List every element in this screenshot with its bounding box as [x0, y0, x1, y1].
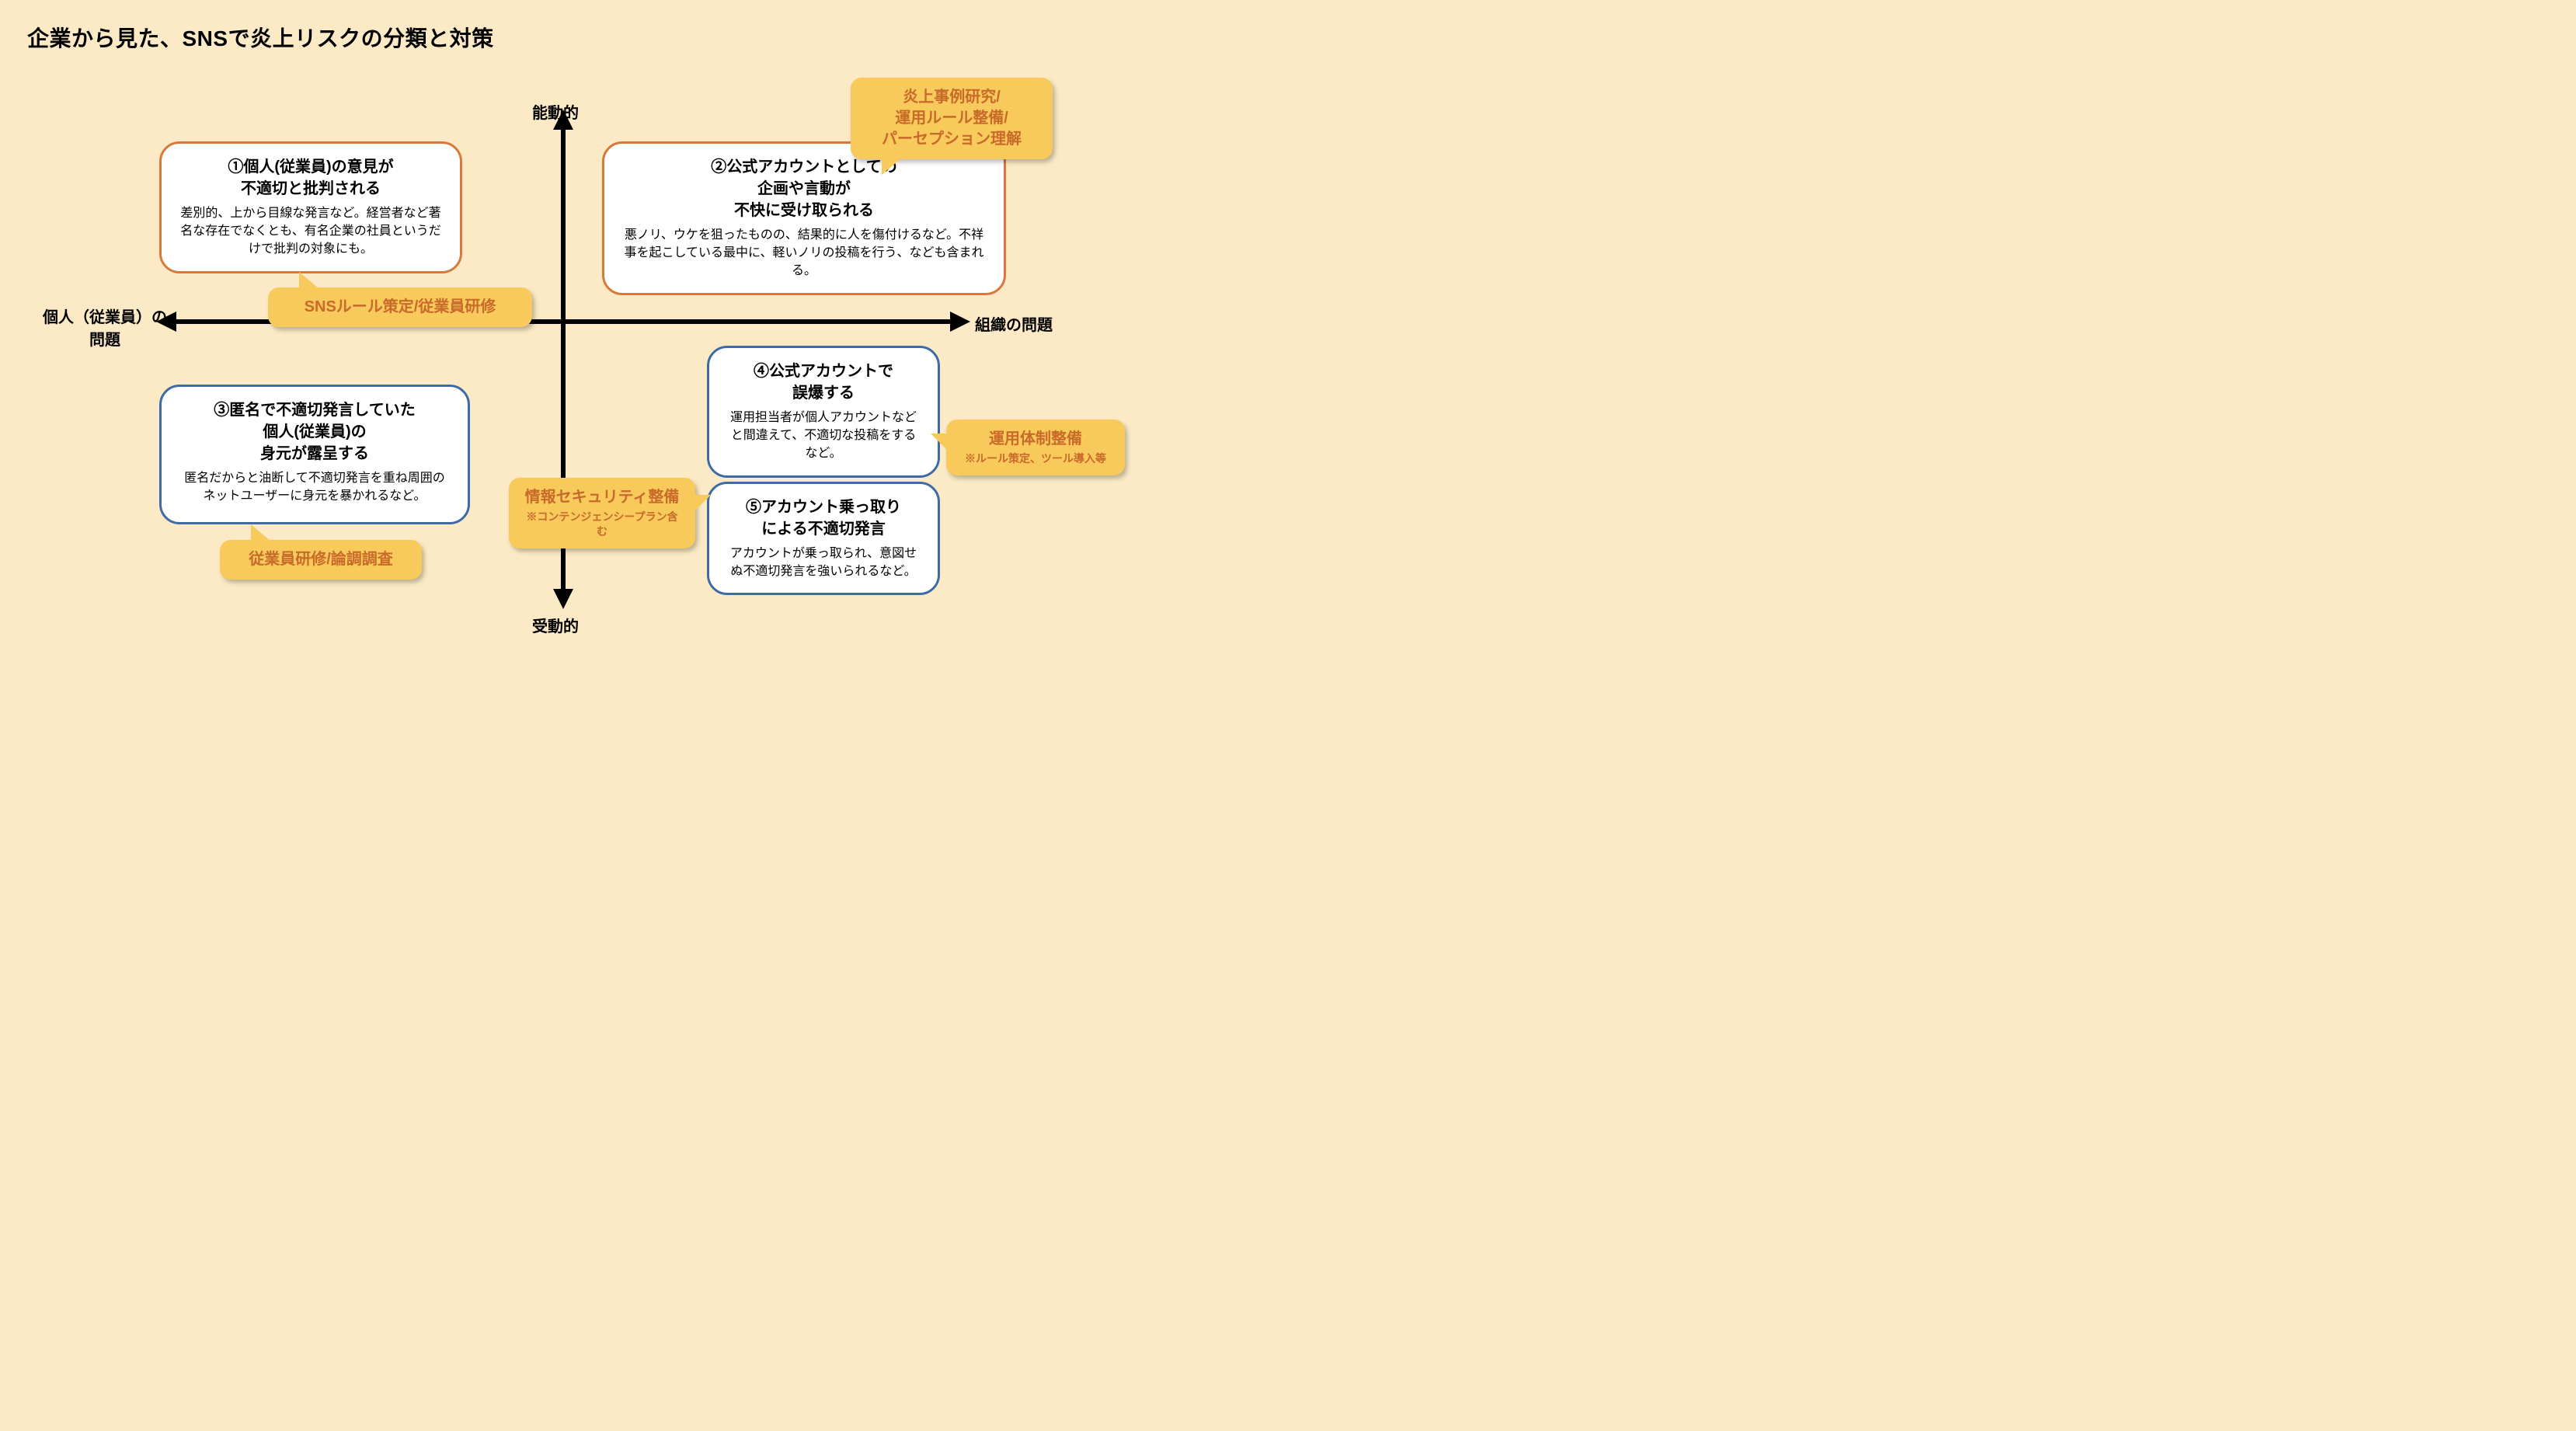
callout-sns-rules: SNSルール策定/従業員研修: [268, 287, 532, 327]
callout-infosec: 情報セキュリティ整備 ※コンテンジェンシープラン含む: [509, 478, 695, 548]
risk-5-title: ⑤アカウント乗っ取り による不適切発言: [726, 496, 921, 540]
axis-label-right: 組織の問題: [975, 312, 1053, 335]
risk-2-title: ②公式アカウントとしての 企画や言動が 不快に受け取られる: [621, 156, 987, 221]
risk-box-2: ②公式アカウントとしての 企画や言動が 不快に受け取られる 悪ノリ、ウケを狙った…: [602, 141, 1006, 295]
risk-3-title: ③匿名で不適切発言していた 個人(従業員)の 身元が露呈する: [179, 399, 451, 465]
diagram-canvas: 企業から見た、SNSで炎上リスクの分類と対策 能動的 受動的 個人（従業員）の …: [0, 0, 1178, 654]
risk-3-desc: 匿名だからと油断して不適切発言を重ね周囲のネットユーザーに身元を暴かれるなど。: [179, 469, 451, 505]
page-title: 企業から見た、SNSで炎上リスクの分類と対策: [27, 22, 494, 53]
risk-box-5: ⑤アカウント乗っ取り による不適切発言 アカウントが乗っ取られ、意図せぬ不適切発…: [707, 482, 940, 595]
callout-training-survey: 従業員研修/論調調査: [220, 540, 422, 580]
axis-arrow-right: [950, 312, 970, 332]
risk-4-desc: 運用担当者が個人アカウントなどと間違えて、不適切な投稿をするなど。: [726, 409, 921, 463]
risk-1-title: ①個人(従業員)の意見が 不適切と批判される: [179, 156, 443, 200]
risk-box-3: ③匿名で不適切発言していた 個人(従業員)の 身元が露呈する 匿名だからと油断し…: [159, 385, 470, 524]
axis-label-top: 能動的: [532, 100, 579, 123]
risk-4-title: ④公式アカウントで 誤爆する: [726, 360, 921, 404]
risk-box-4: ④公式アカウントで 誤爆する 運用担当者が個人アカウントなどと間違えて、不適切な…: [707, 346, 940, 478]
risk-5-desc: アカウントが乗っ取られ、意図せぬ不適切発言を強いられるなど。: [726, 545, 921, 580]
axis-label-left-l1: 個人（従業員）の: [43, 309, 167, 326]
axis-label-bottom: 受動的: [532, 614, 579, 636]
risk-box-1: ①個人(従業員)の意見が 不適切と批判される 差別的、上から目線な発言など。経営…: [159, 141, 462, 273]
axis-arrow-down: [553, 589, 573, 609]
risk-2-desc: 悪ノリ、ウケを狙ったものの、結果的に人を傷付けるなど。不祥事を起こしている最中に…: [621, 226, 987, 280]
axis-label-left-l2: 問題: [89, 332, 120, 349]
callout-case-study: 炎上事例研究/ 運用ルール整備/ パーセプション理解: [851, 78, 1053, 159]
axis-label-left: 個人（従業員）の 問題: [43, 305, 167, 350]
risk-1-desc: 差別的、上から目線な発言など。経営者など著名な存在でなくとも、有名企業の社員とい…: [179, 204, 443, 259]
callout-ops-system: 運用体制整備 ※ルール策定、ツール導入等: [946, 420, 1125, 475]
